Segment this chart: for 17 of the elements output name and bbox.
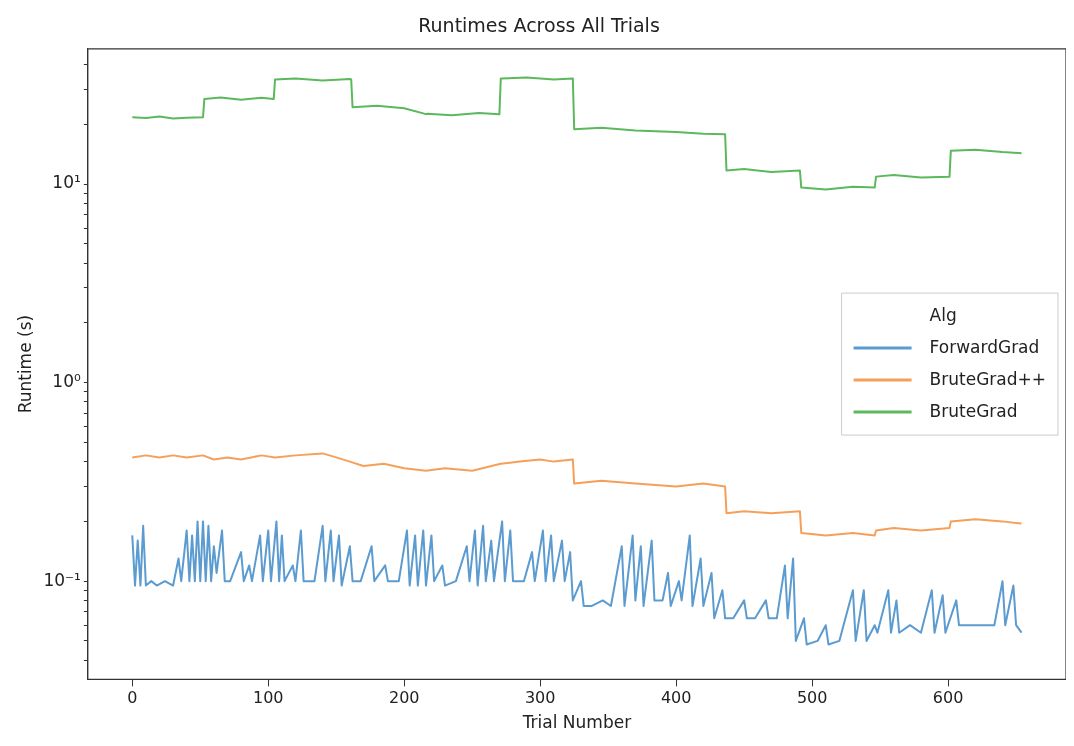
y-tick-label: 10¹ xyxy=(52,172,81,193)
x-tick-label: 200 xyxy=(388,688,420,708)
legend-label: ForwardGrad xyxy=(929,336,1040,357)
x-tick-label: 300 xyxy=(524,688,556,708)
legend-title: Alg xyxy=(929,304,957,325)
x-tick-label: 500 xyxy=(796,688,828,708)
x-tick-label: 100 xyxy=(252,688,284,708)
x-tick-label: 600 xyxy=(932,688,964,708)
legend-label: BruteGrad xyxy=(929,400,1018,421)
chart-title: Runtimes Across All Trials xyxy=(418,14,660,37)
legend-label: BruteGrad++ xyxy=(929,368,1047,389)
x-axis-title: Trial Number xyxy=(521,712,632,733)
y-tick-label: 10⁻¹ xyxy=(43,569,81,590)
x-tick-label: 0 xyxy=(127,688,138,708)
x-tick-label: 400 xyxy=(660,688,692,708)
y-tick-label: 10⁰ xyxy=(52,371,81,392)
y-axis-title: Runtime (s) xyxy=(14,314,35,414)
